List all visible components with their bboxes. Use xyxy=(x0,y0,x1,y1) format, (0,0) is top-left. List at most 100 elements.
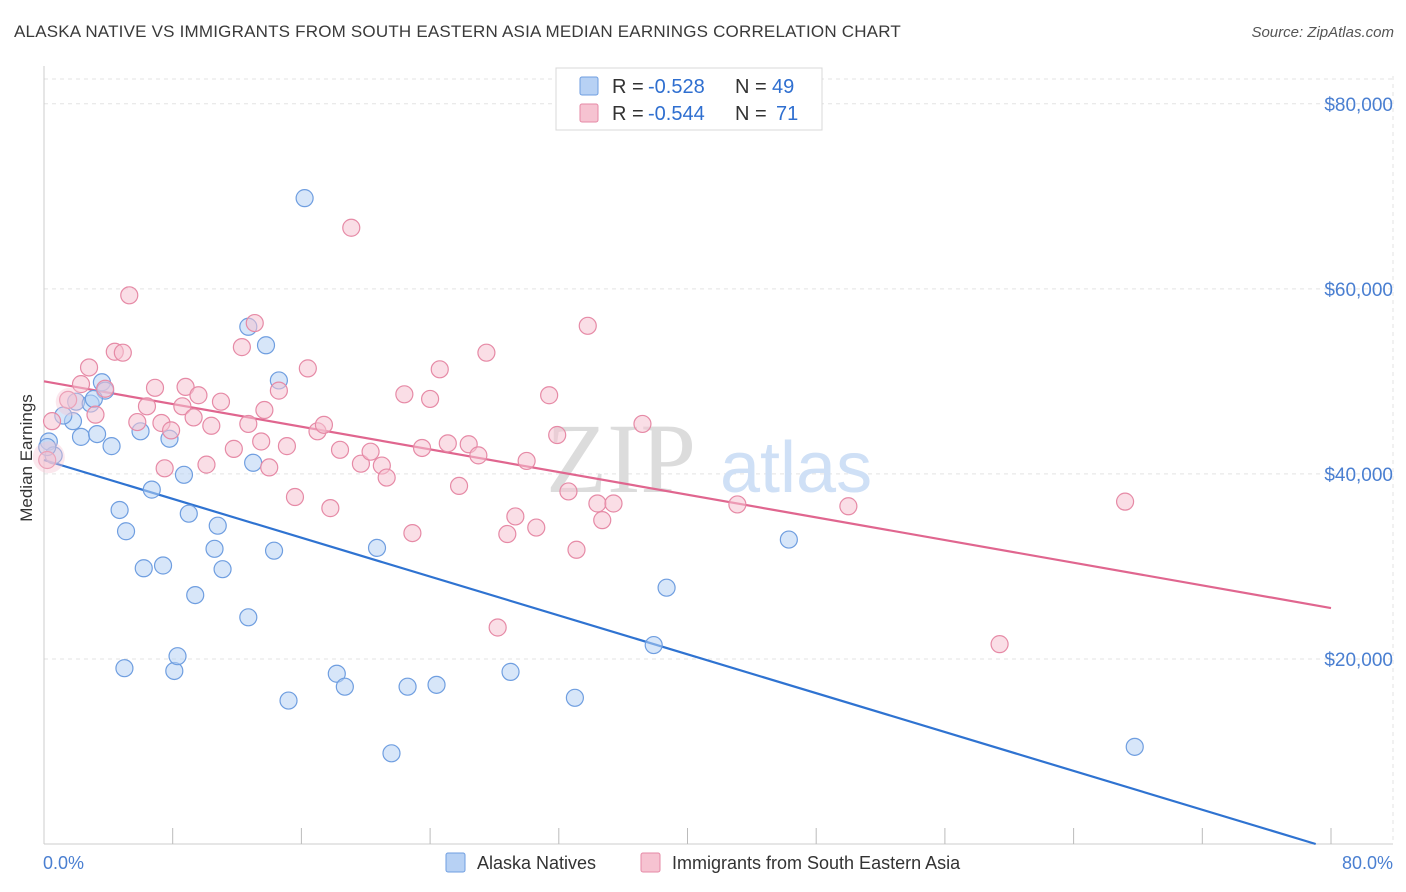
point-immigrant-sea xyxy=(498,524,517,544)
legend-n-label: N = xyxy=(735,76,767,98)
point-alaska-native xyxy=(501,662,520,681)
point-immigrant-sea xyxy=(232,338,251,357)
legend-swatch-pink xyxy=(579,103,599,123)
point-immigrant-sea xyxy=(252,432,271,451)
point-alaska-native xyxy=(208,516,227,535)
point-alaska-native xyxy=(186,585,205,605)
point-immigrant-sea xyxy=(239,414,258,434)
point-immigrant-sea xyxy=(173,397,192,416)
point-immigrant-sea xyxy=(277,437,297,456)
point-alaska-native xyxy=(165,661,184,681)
point-alaska-native xyxy=(134,559,153,578)
point-immigrant-sea xyxy=(361,442,380,461)
point-alaska-native xyxy=(205,539,224,558)
point-immigrant-sea xyxy=(120,286,139,305)
point-immigrant-sea xyxy=(155,459,174,478)
bottom-legend-swatch-blue xyxy=(445,852,466,873)
point-alaska-native xyxy=(382,744,401,763)
point-alaska-native xyxy=(279,691,298,710)
point-alaska-native xyxy=(174,465,194,484)
trend-lines xyxy=(43,380,1332,846)
point-immigrant-sea xyxy=(59,390,78,409)
trend-line-immigrant-sea xyxy=(43,380,1332,610)
point-immigrant-sea xyxy=(377,468,396,487)
point-immigrant-sea xyxy=(990,635,1009,654)
point-immigrant-sea xyxy=(351,454,371,473)
legend: R = -0.528 N = 49 R = -0.544 N = 71 xyxy=(555,67,823,131)
legend-n-value-pink: 71 xyxy=(776,103,798,125)
watermark-atlas: atlas xyxy=(720,428,872,508)
point-immigrant-sea xyxy=(839,497,858,516)
point-alaska-native xyxy=(295,189,314,208)
point-immigrant-sea xyxy=(176,377,195,397)
data-points xyxy=(32,189,1144,763)
point-immigrant-sea xyxy=(202,416,221,435)
point-immigrant-sea xyxy=(395,385,414,404)
point-alaska-native xyxy=(142,480,161,499)
point-immigrant-sea xyxy=(86,405,105,424)
legend-r-value-pink: -0.544 xyxy=(648,103,705,125)
point-alaska-native xyxy=(256,336,276,355)
point-alaska-native xyxy=(179,504,198,523)
point-alaska-native xyxy=(115,659,134,678)
point-immigrant-sea xyxy=(633,414,652,434)
legend-box xyxy=(555,67,823,131)
point-immigrant-sea xyxy=(245,313,264,333)
point-immigrant-sea xyxy=(449,476,469,496)
point-alaska-native xyxy=(657,578,676,597)
point-alaska-native xyxy=(102,437,121,456)
legend-r-label: R = xyxy=(612,103,644,125)
point-immigrant-sea xyxy=(567,540,586,559)
point-cluster-immigrant-sea xyxy=(55,387,84,416)
point-immigrant-sea xyxy=(578,316,597,335)
point-immigrant-sea xyxy=(184,408,203,427)
axes xyxy=(43,66,1393,845)
point-immigrant-sea xyxy=(189,386,208,405)
point-immigrant-sea xyxy=(71,375,91,394)
point-immigrant-sea xyxy=(314,415,334,434)
point-alaska-native xyxy=(367,538,387,558)
point-immigrant-sea xyxy=(430,360,449,379)
point-immigrant-sea xyxy=(559,482,578,501)
legend-r-label: R = xyxy=(612,76,644,98)
point-immigrant-sea xyxy=(469,446,488,465)
y-axis-title: Median Earnings xyxy=(17,394,36,522)
point-immigrant-sea xyxy=(403,523,422,543)
legend-r-value-blue: -0.528 xyxy=(648,76,705,98)
bottom-legend: Alaska Natives Immigrants from South Eas… xyxy=(445,852,961,873)
point-immigrant-sea xyxy=(197,455,216,474)
point-alaska-native xyxy=(168,647,187,666)
point-immigrant-sea xyxy=(211,392,231,411)
point-immigrant-sea xyxy=(145,378,165,397)
point-immigrant-sea xyxy=(269,381,288,400)
point-alaska-native xyxy=(565,688,584,707)
point-immigrant-sea xyxy=(540,386,559,405)
point-immigrant-sea xyxy=(42,412,62,431)
point-immigrant-sea xyxy=(517,451,536,471)
y-tick-label: $20,000 xyxy=(1324,650,1393,671)
point-alaska-native xyxy=(644,635,663,655)
point-immigrant-sea xyxy=(260,458,279,477)
point-alaska-native xyxy=(264,541,284,560)
point-alaska-native xyxy=(239,608,258,627)
point-alaska-native xyxy=(213,560,232,579)
point-immigrant-sea xyxy=(506,507,525,526)
y-tick-label: $60,000 xyxy=(1324,280,1393,301)
point-immigrant-sea xyxy=(548,425,567,445)
point-immigrant-sea xyxy=(137,397,157,416)
point-immigrant-sea xyxy=(477,343,496,362)
point-alaska-native xyxy=(153,556,173,575)
legend-swatch-blue xyxy=(579,76,599,96)
point-cluster-immigrant-sea xyxy=(32,441,65,474)
bottom-legend-label-pink: Immigrants from South Eastern Asia xyxy=(672,853,961,873)
chart-title: ALASKA NATIVE VS IMMIGRANTS FROM SOUTH E… xyxy=(14,22,901,41)
point-immigrant-sea xyxy=(255,400,274,420)
point-immigrant-sea xyxy=(438,434,457,453)
point-alaska-native xyxy=(110,500,129,520)
point-immigrant-sea xyxy=(321,499,340,518)
point-immigrant-sea xyxy=(421,389,440,409)
legend-n-label: N = xyxy=(735,103,767,125)
point-immigrant-sea xyxy=(588,494,607,513)
bottom-legend-swatch-pink xyxy=(640,852,661,873)
point-alaska-native xyxy=(71,427,91,446)
